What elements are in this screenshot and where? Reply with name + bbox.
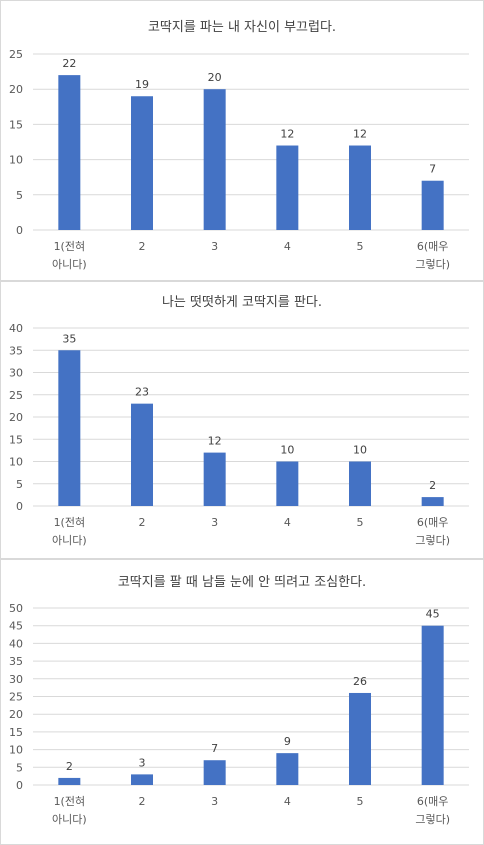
x-tick-label: 1(전혀	[54, 240, 86, 253]
bar	[276, 753, 299, 785]
y-tick-label: 0	[16, 224, 23, 237]
bar	[58, 777, 81, 785]
x-tick-label: 아니다)	[52, 534, 87, 547]
y-tick-label: 25	[9, 691, 23, 704]
data-label: 12	[280, 128, 294, 141]
y-tick-label: 0	[16, 779, 23, 792]
chart-2: 나는 떳떳하게 코딱지를 판다.0510152025303540351(전혀아니…	[9, 295, 469, 547]
chart-3: 코딱지를 팔 때 남들 눈에 안 띄려고 조심한다.05101520253035…	[9, 575, 469, 826]
bar	[131, 403, 153, 506]
bar	[58, 350, 81, 506]
chart-title: 코딱지를 파는 내 자신이 부끄럽다.	[148, 20, 336, 35]
chart-title: 나는 떳떳하게 코딱지를 판다.	[162, 295, 322, 310]
data-label: 12	[353, 128, 367, 141]
x-tick-label: 2	[139, 240, 146, 253]
y-tick-label: 50	[9, 602, 23, 615]
y-tick-label: 40	[9, 322, 23, 335]
data-label: 45	[426, 608, 440, 621]
bar	[276, 145, 299, 230]
data-label: 10	[280, 444, 294, 457]
data-label: 12	[208, 435, 222, 448]
y-tick-label: 45	[9, 620, 23, 633]
y-tick-label: 5	[16, 478, 23, 491]
bar	[203, 452, 226, 506]
data-label: 23	[135, 386, 149, 399]
y-tick-label: 35	[9, 344, 23, 357]
y-tick-label: 5	[16, 189, 23, 202]
bar	[421, 625, 444, 785]
bar	[131, 774, 153, 785]
y-tick-label: 20	[9, 708, 23, 721]
x-tick-label: 6(매우	[417, 516, 449, 529]
y-tick-label: 10	[9, 744, 23, 757]
chart-panel-2: 나는 떳떳하게 코딱지를 판다. 0 5 10 15 20 25 30 35 40 35 1(전혀 아니…	[0, 281, 484, 559]
y-tick-label: 15	[9, 433, 23, 446]
data-label: 7	[211, 742, 218, 755]
data-label: 26	[353, 675, 367, 688]
data-label: 3	[139, 756, 146, 769]
data-label: 22	[62, 57, 76, 70]
x-tick-label: 5	[357, 795, 364, 808]
x-tick-label: 그렇다)	[415, 534, 450, 547]
y-tick-label: 25	[9, 48, 23, 61]
y-tick-label: 30	[9, 367, 23, 380]
x-tick-label: 5	[357, 240, 364, 253]
x-tick-label: 1(전혀	[54, 795, 86, 808]
y-tick-label: 15	[9, 118, 23, 131]
bar	[203, 760, 226, 785]
bar	[276, 461, 299, 506]
bar	[58, 75, 81, 231]
y-tick-label: 10	[9, 154, 23, 167]
y-tick-label: 40	[9, 637, 23, 650]
y-tick-label: 10	[9, 456, 23, 469]
x-tick-label: 1(전혀	[54, 516, 86, 529]
y-tick-label: 5	[16, 761, 23, 774]
x-tick-label: 4	[284, 795, 291, 808]
x-tick-label: 3	[211, 795, 218, 808]
bar	[349, 145, 371, 230]
x-tick-label: 아니다)	[52, 258, 87, 271]
y-tick-label: 35	[9, 655, 23, 668]
x-tick-label: 그렇다)	[415, 258, 450, 271]
data-label: 2	[429, 479, 436, 492]
x-tick-label: 2	[139, 795, 146, 808]
x-tick-label: 그렇다)	[415, 813, 450, 826]
x-tick-label: 2	[139, 516, 146, 529]
data-label: 19	[135, 78, 149, 91]
data-label: 20	[208, 71, 222, 84]
y-tick-label: 25	[9, 389, 23, 402]
data-label: 2	[66, 760, 73, 773]
x-tick-label: 6(매우	[417, 240, 449, 253]
x-tick-label: 3	[211, 516, 218, 529]
bar	[349, 461, 371, 506]
y-tick-label: 15	[9, 726, 23, 739]
y-tick-label: 30	[9, 673, 23, 686]
bar	[131, 96, 153, 231]
x-tick-label: 아니다)	[52, 813, 87, 826]
chart-panel-1: 코딱지를 파는 내 자신이 부끄럽다. 0 5 10 15 20 25 22 1(전혀 아니다) 1…	[0, 0, 484, 281]
y-tick-label: 20	[9, 411, 23, 424]
chart-title: 코딱지를 팔 때 남들 눈에 안 띄려고 조심한다.	[118, 575, 366, 590]
bar	[349, 692, 371, 785]
data-label: 7	[429, 163, 436, 176]
bar	[203, 89, 226, 230]
bar	[421, 180, 444, 230]
x-tick-label: 6(매우	[417, 795, 449, 808]
x-tick-label: 4	[284, 516, 291, 529]
data-label: 10	[353, 444, 367, 457]
data-label: 35	[62, 332, 76, 345]
x-tick-label: 4	[284, 240, 291, 253]
x-tick-label: 5	[357, 516, 364, 529]
y-tick-label: 0	[16, 500, 23, 513]
chart-1: 코딱지를 파는 내 자신이 부끄럽다.0510152025221(전혀아니다)1…	[9, 20, 469, 271]
x-tick-label: 3	[211, 240, 218, 253]
bar	[421, 497, 444, 506]
data-label: 9	[284, 735, 291, 748]
y-tick-label: 20	[9, 83, 23, 96]
chart-panel-3: 코딱지를 팔 때 남들 눈에 안 띄려고 조심한다. 0 5 10 15 20 25 30 35…	[0, 559, 484, 845]
